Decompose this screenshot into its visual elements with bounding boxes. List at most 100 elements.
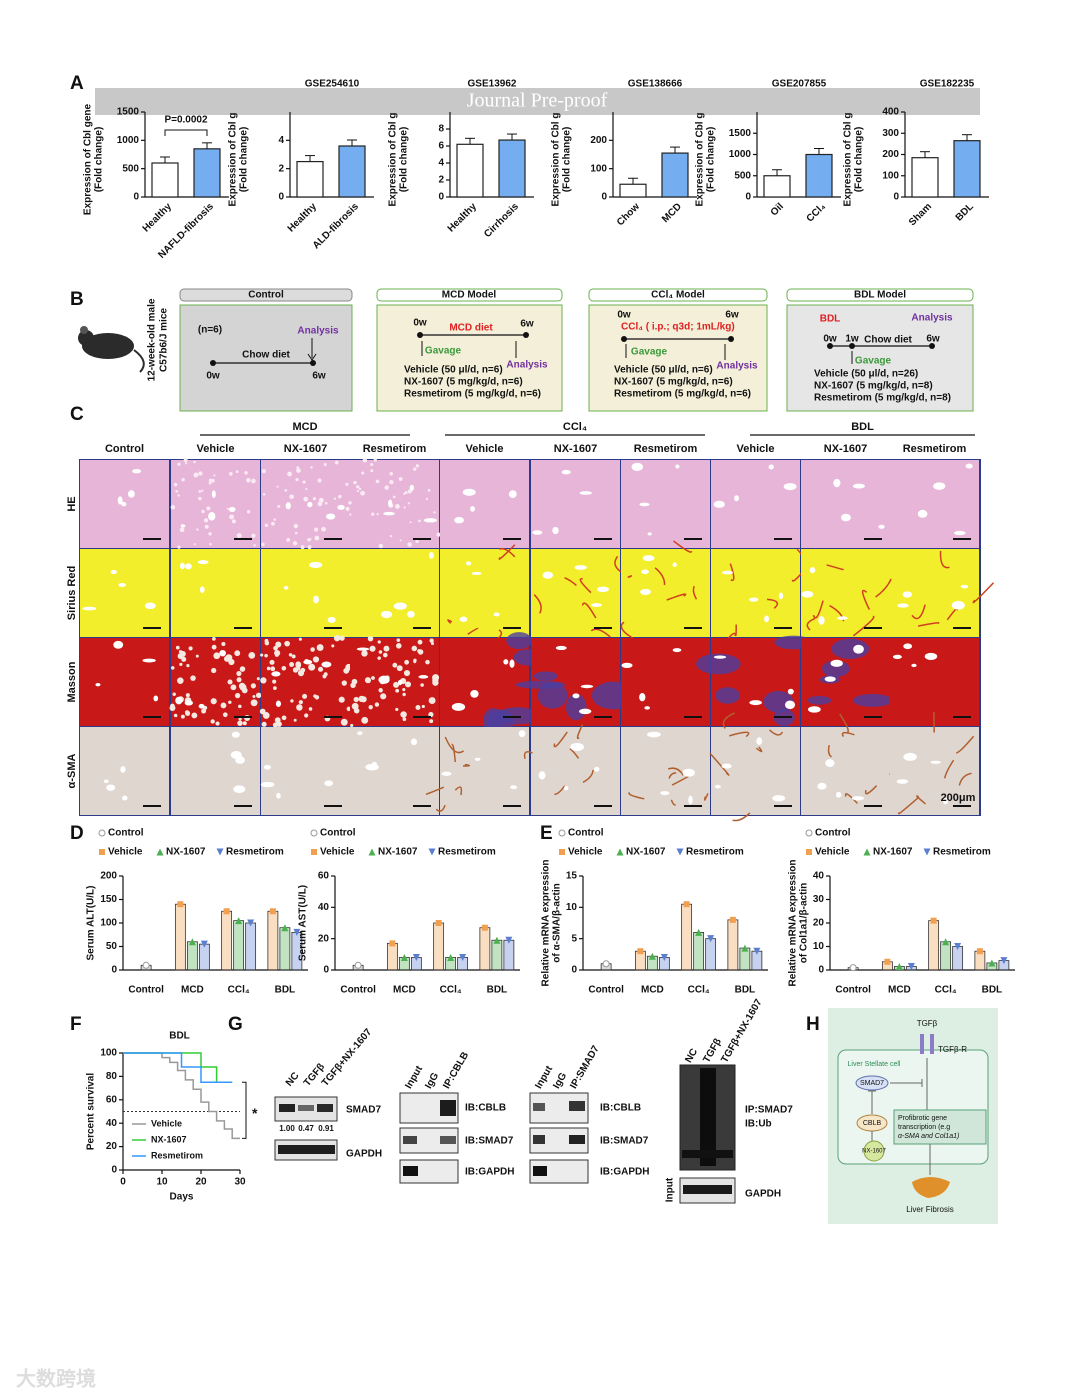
legend-marker [741, 944, 749, 952]
y-tick-label: 20 [106, 1141, 118, 1152]
texture [193, 472, 199, 478]
label: Chow diet [864, 335, 912, 346]
x-tick-label: CCl₄ [440, 985, 462, 996]
texture [307, 545, 312, 550]
texture [190, 675, 196, 681]
texture [447, 619, 453, 624]
texture [755, 746, 763, 753]
y-axis-label: Relative mRNA expression [788, 860, 799, 987]
texture [579, 578, 592, 594]
y-axis-label: (Fold change) [706, 127, 717, 193]
texture [413, 467, 417, 471]
vessel [508, 490, 517, 499]
survival-line [123, 1052, 233, 1083]
texture [244, 715, 251, 722]
histology-tile [531, 727, 620, 815]
vessel [276, 792, 281, 799]
y-tick-label: 0 [111, 965, 117, 976]
group-label: NX-1607 (5 mg/kg/d, n=8) [814, 381, 933, 392]
texture [238, 704, 242, 709]
bracket [164, 129, 208, 136]
vessel [409, 484, 414, 491]
band [317, 1104, 333, 1112]
column-label: Resmetirom [634, 443, 698, 455]
texture [236, 670, 242, 677]
texture [314, 695, 320, 700]
texture [415, 705, 421, 710]
row-label: HE [66, 496, 78, 511]
y-tick-label: 2 [278, 163, 284, 174]
annotation: P=0.0002 [164, 115, 208, 126]
column-label: Vehicle [197, 443, 235, 455]
texture [310, 647, 315, 652]
histology-tile [440, 727, 529, 815]
vessel [271, 671, 281, 677]
texture [246, 477, 251, 483]
x-tick-label: CCl₄ [688, 985, 710, 996]
legend-label: Control [815, 828, 851, 839]
label: 0w [413, 318, 427, 329]
arrow [307, 353, 317, 361]
texture [451, 743, 456, 763]
texture [861, 589, 871, 610]
texture [312, 656, 320, 663]
legend-marker [884, 958, 891, 965]
texture [375, 479, 380, 484]
y-tick-label: 0 [111, 1165, 117, 1176]
texture [248, 651, 256, 659]
texture [729, 563, 735, 582]
panel-label: G [228, 1014, 243, 1035]
y-tick-label: 0 [133, 192, 139, 203]
vessel [817, 782, 827, 790]
vessel [106, 784, 116, 791]
legend-marker [942, 938, 950, 946]
banner-text: Journal Pre-proof [467, 90, 608, 112]
texture [972, 582, 995, 604]
vessel [809, 567, 816, 574]
texture [179, 662, 183, 667]
texture [209, 542, 212, 546]
texture [260, 653, 264, 657]
legend-marker [988, 959, 996, 967]
y-tick-label: 400 [882, 107, 899, 118]
vessel [713, 655, 727, 659]
bar [267, 910, 279, 971]
histology-tile [171, 460, 260, 548]
vessel [493, 612, 500, 617]
texture [350, 723, 354, 728]
legend-marker [188, 938, 196, 946]
texture [394, 504, 400, 509]
texture [396, 638, 401, 642]
drug [863, 1140, 885, 1162]
legend-marker [493, 936, 501, 944]
vessel [260, 781, 275, 788]
y-axis-label: Serum ALT(U/L) [86, 886, 97, 961]
panel-label: E [540, 823, 553, 844]
texture [377, 640, 381, 644]
vessel [756, 737, 763, 746]
y-axis-label: Serum AST(U/L) [298, 885, 309, 961]
box-tab [179, 288, 353, 302]
texture [222, 712, 228, 718]
texture [768, 729, 784, 736]
texture [582, 769, 594, 783]
texture [323, 462, 327, 467]
bar [705, 938, 717, 971]
texture [564, 577, 577, 586]
texture [409, 521, 412, 524]
texture [203, 518, 209, 523]
vessel [122, 795, 128, 801]
texture [334, 460, 339, 465]
texture [569, 748, 580, 759]
vessel [897, 603, 909, 608]
texture [428, 711, 434, 718]
y-axis-label: of Col1a1/β-actin [799, 883, 810, 964]
vessel [596, 586, 609, 593]
histology-tile [711, 549, 800, 637]
texture [186, 663, 190, 668]
texture [298, 700, 303, 705]
texture [403, 506, 406, 509]
texture [852, 693, 893, 707]
bar [940, 941, 952, 971]
